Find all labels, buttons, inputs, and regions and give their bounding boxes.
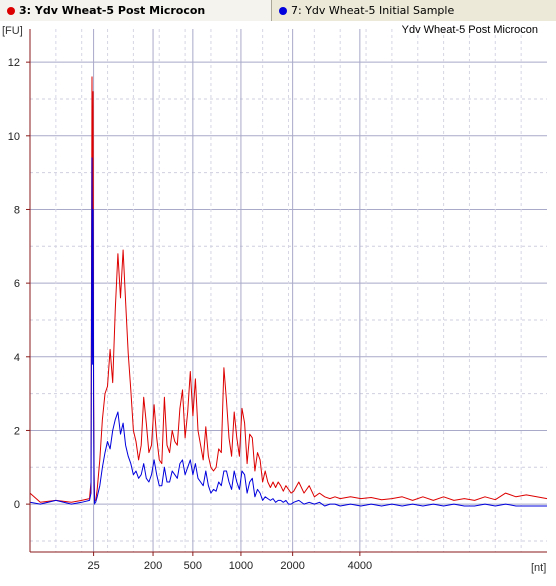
y-tick-label: 2 bbox=[14, 425, 20, 437]
y-tick-label: 4 bbox=[14, 352, 20, 364]
x-tick-label: 500 bbox=[184, 560, 202, 572]
series-line-initial-sample bbox=[29, 157, 547, 507]
x-tick-label: 2000 bbox=[280, 560, 304, 572]
x-axis-label: [nt] bbox=[531, 562, 546, 574]
y-tick-label: 8 bbox=[14, 204, 20, 216]
chart-title: Ydv Wheat-5 Post Microcon bbox=[402, 24, 538, 36]
y-tick-label: 6 bbox=[14, 278, 20, 290]
tab-bar: 3: Ydv Wheat-5 Post Microcon 7: Ydv Whea… bbox=[0, 0, 556, 22]
y-axis-label: [FU] bbox=[2, 25, 23, 37]
series-line-post-microcon bbox=[29, 76, 548, 503]
axes: 0 2 4 6 8 10 12 25 200 500 1000 2000 4000 bbox=[8, 29, 547, 572]
red-dot-icon bbox=[7, 6, 15, 15]
x-tick-label: 25 bbox=[87, 560, 99, 572]
x-tick-label: 200 bbox=[144, 560, 162, 572]
series-lines bbox=[29, 76, 548, 507]
y-tick-label: 12 bbox=[8, 57, 20, 69]
y-tick-label: 10 bbox=[8, 131, 20, 143]
x-tick-label: 4000 bbox=[348, 560, 372, 572]
blue-dot-icon bbox=[279, 6, 287, 15]
tab-post-microcon[interactable]: 3: Ydv Wheat-5 Post Microcon bbox=[0, 0, 272, 21]
x-tick-label: 1000 bbox=[229, 560, 253, 572]
tab-label: 7: Ydv Wheat-5 Initial Sample bbox=[291, 4, 455, 17]
chart-background bbox=[0, 21, 556, 586]
y-tick-label: 0 bbox=[14, 499, 20, 511]
tab-initial-sample[interactable]: 7: Ydv Wheat-5 Initial Sample bbox=[272, 0, 556, 21]
tab-label: 3: Ydv Wheat-5 Post Microcon bbox=[19, 4, 206, 17]
